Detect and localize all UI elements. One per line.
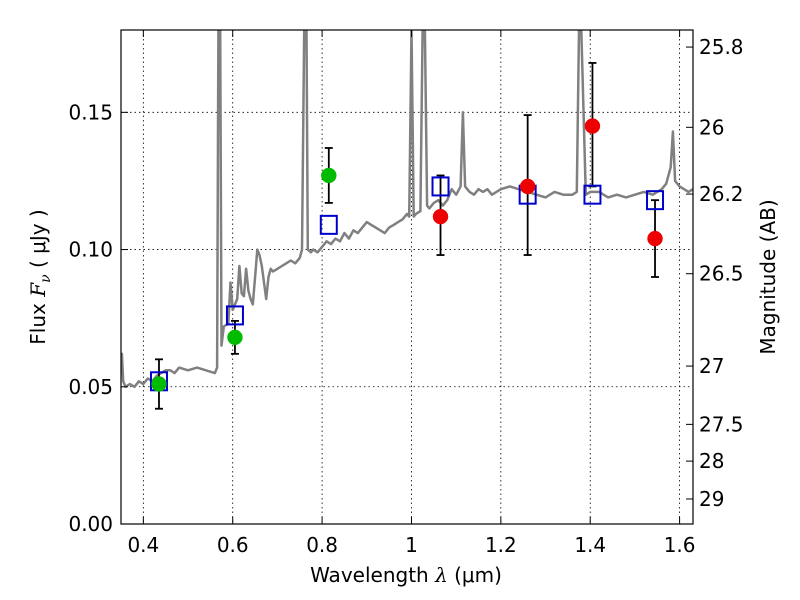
observed-point-nir bbox=[432, 208, 449, 225]
model-point bbox=[646, 190, 665, 211]
y-tick-label: 0.10 bbox=[68, 238, 113, 262]
y-tick-label: 0.15 bbox=[68, 100, 113, 124]
observed-point-optical bbox=[151, 376, 167, 392]
y2-tick-label: 28 bbox=[699, 449, 724, 473]
plot-frame bbox=[120, 29, 694, 525]
y-tick-label: 0.05 bbox=[68, 375, 113, 399]
model-point bbox=[583, 184, 602, 205]
x-tick-label: 1.4 bbox=[574, 533, 606, 557]
observed-point-nir bbox=[584, 118, 601, 134]
spectrum-line bbox=[121, 30, 693, 389]
x-tick-label: 0.4 bbox=[127, 533, 159, 557]
y2-tick-label: 29 bbox=[699, 487, 724, 511]
y-tick-label: 0.00 bbox=[68, 512, 113, 536]
x-tick-label: 0.6 bbox=[217, 533, 249, 557]
x-tick-label: 1.2 bbox=[485, 533, 517, 557]
x-axis-label: Wavelength λ (μm) bbox=[310, 563, 502, 587]
x-tick-label: 1.6 bbox=[664, 533, 696, 557]
model-point bbox=[319, 214, 338, 235]
y2-tick-label: 26 bbox=[699, 115, 724, 139]
y2-tick-label: 27.5 bbox=[699, 412, 744, 436]
y2-axis-label: Magnitude (AB) bbox=[756, 199, 780, 354]
observed-point-optical bbox=[321, 167, 337, 184]
model-point bbox=[431, 176, 450, 197]
observed-point-optical bbox=[227, 329, 243, 346]
observed-point-nir bbox=[647, 230, 663, 247]
y2-tick-label: 27 bbox=[699, 354, 724, 378]
model-point bbox=[225, 305, 244, 326]
x-tick-label: 1 bbox=[405, 533, 418, 557]
y2-tick-label: 26.5 bbox=[699, 262, 744, 286]
y-axis-label: Flux Fν ( μJy ) bbox=[26, 209, 54, 344]
observed-point-nir bbox=[519, 178, 536, 195]
plot-data bbox=[121, 30, 693, 410]
y2-tick-label: 25.8 bbox=[699, 35, 744, 59]
ticks: 0.4 0.6 0.8 1 1.2 1.4 1.6 0.00 0.05 0.10 0.15 25.8 2… bbox=[68, 30, 744, 557]
x-tick-label: 0.8 bbox=[306, 533, 338, 557]
y2-tick-label: 26.2 bbox=[699, 182, 744, 206]
